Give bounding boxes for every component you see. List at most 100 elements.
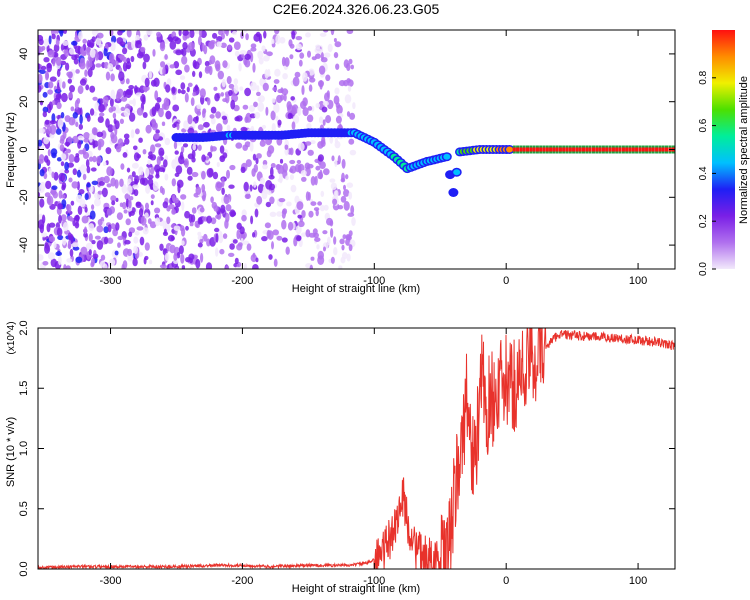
noise-cell (69, 47, 75, 55)
noise-cell (230, 211, 237, 217)
noise-cell (146, 163, 153, 168)
noise-cell (344, 94, 352, 104)
noise-cell (136, 226, 144, 231)
noise-cell (191, 171, 199, 178)
noise-cell (136, 107, 144, 116)
noise-cell (67, 232, 72, 240)
noise-cell (174, 150, 179, 155)
noise-cell (232, 30, 237, 36)
noise-cell (290, 96, 296, 101)
noise-cell (182, 42, 188, 50)
noise-cell (60, 112, 65, 119)
noise-cell (86, 165, 91, 174)
noise-cell (166, 205, 171, 212)
noise-cell (195, 115, 199, 122)
noise-cell (138, 137, 143, 143)
noise-cell (349, 112, 356, 120)
ridge-cell (516, 147, 520, 152)
noise-cell (110, 73, 115, 82)
noise-cell (124, 138, 130, 145)
noise-cell (254, 208, 259, 218)
noise-cell (252, 232, 256, 238)
noise-cell (216, 123, 223, 133)
noise-cell (126, 30, 132, 38)
noise-cell (307, 50, 311, 58)
noise-cell (257, 50, 264, 60)
noise-cell (38, 93, 42, 102)
noise-cell (297, 106, 302, 116)
noise-cell (55, 39, 60, 46)
noise-cell (296, 201, 304, 211)
noise-cell (88, 156, 94, 162)
noise-cell (166, 216, 171, 225)
noise-cell (50, 148, 58, 156)
noise-cell (226, 76, 232, 85)
noise-cell (110, 223, 116, 230)
noise-cell (232, 239, 238, 244)
noise-cell (342, 234, 347, 240)
noise-cell (299, 52, 305, 59)
noise-cell (178, 245, 184, 255)
x-tick-label: 0 (503, 275, 509, 287)
noise-cell (256, 85, 260, 92)
noise-cell (230, 99, 236, 110)
noise-cell (44, 70, 49, 81)
noise-cell (281, 237, 288, 243)
noise-cell (202, 108, 207, 114)
noise-cell (291, 106, 297, 116)
noise-cell (281, 219, 287, 230)
noise-cell (98, 181, 105, 186)
noise-cell (67, 243, 71, 249)
noise-cell (47, 89, 53, 95)
noise-cell (78, 149, 85, 155)
noise-cell (330, 256, 335, 264)
noise-cell (325, 74, 331, 82)
noise-cell (62, 222, 69, 232)
noise-cell (179, 75, 186, 80)
noise-cell (107, 224, 112, 233)
noise-cell (103, 236, 109, 245)
noise-cell (84, 69, 88, 77)
noise-cell (348, 230, 353, 237)
ridge-cell (645, 147, 649, 152)
noise-cell (305, 141, 312, 146)
ridge-cell (512, 147, 516, 152)
ridge-cell (628, 147, 632, 152)
noise-cell (169, 64, 175, 69)
noise-cell (296, 235, 302, 242)
noise-cell (178, 30, 182, 37)
noise-cell (74, 99, 79, 110)
noise-cell (130, 129, 135, 139)
noise-cell (275, 164, 281, 171)
noise-cell (195, 258, 201, 269)
noise-cell (214, 93, 220, 102)
noise-cell (133, 245, 139, 254)
noise-cell (317, 154, 324, 162)
noise-cell (256, 91, 261, 97)
top-x-axis-label: Height of straight line (km) (292, 283, 420, 295)
noise-cell (271, 241, 274, 250)
noise-cell (67, 78, 73, 84)
noise-cell (233, 41, 241, 50)
noise-cell (59, 78, 63, 89)
noise-cell (269, 211, 277, 217)
noise-cell (97, 116, 104, 123)
ridge-cell (648, 147, 652, 152)
noise-cell (94, 198, 101, 207)
noise-cell (99, 98, 104, 105)
noise-cell (223, 30, 229, 34)
noise-cell (144, 77, 150, 88)
noise-cell (242, 240, 250, 245)
noise-cell (64, 161, 69, 171)
noise-cell (262, 164, 268, 170)
ridge-cell (542, 147, 546, 152)
noise-cell (238, 62, 242, 72)
noise-cell (310, 140, 316, 145)
noise-cell (79, 107, 83, 118)
noise-cell (340, 177, 346, 183)
noise-cell (86, 114, 91, 122)
noise-cell (198, 35, 202, 46)
noise-cell (291, 30, 296, 40)
noise-cell (161, 121, 166, 127)
